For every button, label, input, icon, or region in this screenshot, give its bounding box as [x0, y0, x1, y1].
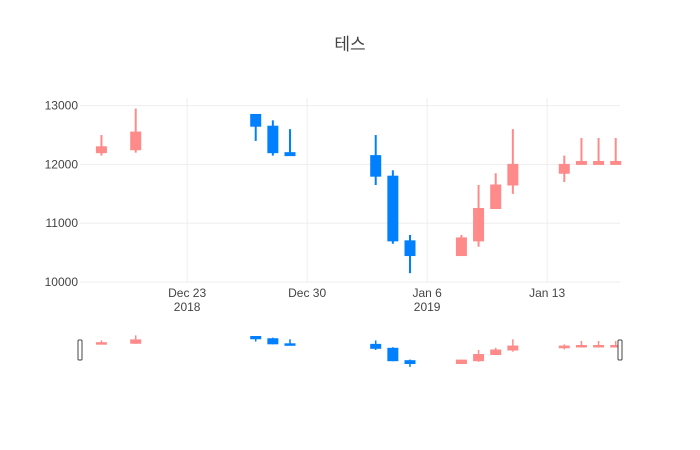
y-tick-label: 10000	[45, 275, 79, 289]
slider-candle-body	[95, 342, 107, 345]
slider-candle[interactable]	[250, 336, 262, 342]
range-slider[interactable]	[77, 330, 623, 370]
candle-body	[575, 160, 587, 165]
y-tick-label: 13000	[45, 99, 79, 113]
x-tick-label: Dec 23	[168, 286, 206, 300]
slider-candle-body	[507, 345, 519, 351]
x-tick-label: Jan 6	[412, 286, 442, 300]
candle-body	[593, 160, 605, 165]
slider-candle[interactable]	[593, 341, 605, 348]
candle[interactable]	[267, 120, 279, 156]
slider-candle[interactable]	[387, 347, 399, 362]
candle[interactable]	[490, 173, 502, 210]
y-axis: 10000 11000 12000 13000	[45, 99, 79, 289]
candle[interactable]	[250, 113, 262, 141]
slider-candle-body	[404, 360, 416, 364]
slider-candle[interactable]	[473, 350, 485, 362]
slider-candle-body	[490, 349, 502, 355]
y-tick-label: 12000	[45, 157, 79, 171]
candle[interactable]	[593, 137, 605, 165]
slider-candle-body	[593, 345, 605, 348]
range-slider-bg	[80, 330, 620, 370]
candle[interactable]	[130, 108, 142, 153]
slider-candle[interactable]	[284, 339, 296, 346]
slider-candle-body	[473, 354, 485, 362]
slider-candle[interactable]	[490, 347, 502, 355]
candle[interactable]	[455, 234, 467, 257]
candle-body	[95, 146, 107, 154]
candle-body	[267, 125, 279, 154]
range-slider-handle[interactable]	[617, 339, 623, 361]
x-tick-year-label: 2019	[414, 300, 441, 314]
slider-candle-body	[575, 345, 587, 348]
slider-candle[interactable]	[404, 359, 416, 367]
candle-body	[370, 155, 382, 177]
slider-candle-body	[250, 336, 262, 340]
x-tick-year-label: 2018	[174, 300, 201, 314]
slider-candle-body	[267, 338, 279, 345]
candle[interactable]	[575, 137, 587, 165]
candle-body	[473, 208, 485, 242]
range-slider-handle[interactable]	[77, 339, 83, 361]
slider-candle-body	[558, 345, 570, 349]
candle-body	[490, 184, 502, 210]
chart-title: 테스	[334, 35, 365, 55]
slider-candle-body	[387, 347, 399, 362]
candle[interactable]	[558, 155, 570, 183]
candle[interactable]	[387, 170, 399, 244]
slider-candle-body	[130, 339, 142, 344]
slider-candle-body	[455, 359, 467, 364]
slider-candle-body	[284, 343, 296, 346]
slider-candle[interactable]	[370, 340, 382, 350]
candle-body	[404, 240, 416, 257]
grid-layer	[80, 98, 620, 283]
candle-body	[455, 237, 467, 257]
x-tick-label: Dec 30	[288, 286, 326, 300]
candle[interactable]	[473, 185, 485, 247]
candle-body	[130, 131, 142, 151]
candle[interactable]	[284, 129, 296, 157]
slider-candle[interactable]	[558, 344, 570, 350]
candle-body	[284, 152, 296, 157]
slider-candle[interactable]	[575, 341, 587, 348]
candle-body	[610, 160, 622, 165]
candle[interactable]	[610, 137, 622, 165]
candle[interactable]	[370, 135, 382, 185]
candle-body	[250, 113, 262, 127]
y-tick-label: 11000	[46, 216, 79, 230]
x-tick-label: Jan 13	[529, 286, 565, 300]
candle-body	[558, 163, 570, 174]
slider-candle[interactable]	[507, 339, 519, 352]
candle-body	[507, 163, 519, 186]
slider-candle[interactable]	[455, 359, 467, 364]
candles[interactable]	[95, 108, 622, 274]
candle[interactable]	[95, 135, 107, 156]
slider-candle[interactable]	[130, 335, 142, 344]
slider-candle-body	[370, 343, 382, 349]
candle-body	[387, 175, 399, 242]
candle[interactable]	[404, 234, 416, 274]
candle[interactable]	[507, 129, 519, 194]
slider-candle[interactable]	[95, 340, 107, 345]
slider-candle[interactable]	[267, 337, 279, 345]
